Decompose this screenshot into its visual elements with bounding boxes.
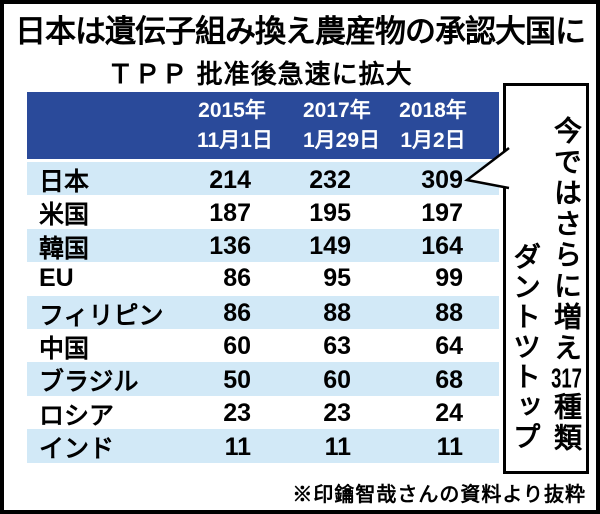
page-subtitle: ＴＰＰ 批准後急速に拡大 [107,59,413,89]
header-date-2018: 2018年 1月2日 [367,96,499,155]
header-date-2017: 2017年 1月29日 [267,96,381,155]
header-date-line1: 2018年 [399,99,467,123]
table-row-philippines: フィリピン 86 88 88 [27,295,499,330]
value-2017: 60 [323,365,351,394]
country-label: インド [39,435,115,464]
value-2015: 50 [223,365,251,394]
value-2017: 195 [309,198,351,227]
value-2017: 11 [324,432,351,461]
value-2017: 23 [323,399,351,428]
value-2018: 24 [435,399,463,428]
page-title: 日本は遺伝子組み換え農産物の承認大国に [15,14,586,49]
source-note: ※印鑰智哉さんの資料より抜粋 [292,484,586,506]
table-row-japan: 日本 214 232 309 [27,162,499,196]
value-2018: 309 [421,165,463,194]
value-2015: 187 [209,198,251,227]
table-row-usa: 米国 187 195 197 [27,195,499,230]
value-2018: 88 [435,299,463,328]
header-date-line2: 1月29日 [303,128,381,152]
table-row-korea: 韓国 136 149 164 [27,228,499,263]
callout-number-317: 317 [551,364,582,392]
value-2018: 64 [435,332,463,361]
value-2017: 232 [309,165,351,194]
header-date-line2: 1月2日 [400,128,466,152]
value-2018: 197 [421,198,463,227]
table-row-india: インド 11 11 11 [27,429,499,464]
country-label: 中国 [39,334,90,363]
value-2018: 11 [436,432,463,461]
approval-table: 2015年 11月1日 2017年 1月29日 2018年 1月2日 日本 21… [27,92,499,463]
value-2018: 164 [421,232,463,261]
value-2017: 95 [323,264,351,293]
table-row-eu: EU 86 95 99 [27,262,499,295]
country-label: 日本 [39,168,90,196]
callout-box: 今ではさらに増え317種類 ダントツトップ [464,83,589,474]
country-label: ブラジル [39,368,139,397]
header-date-line1: 2017年 [303,99,371,123]
value-2017: 63 [323,332,351,361]
table-row-brazil: ブラジル 50 60 68 [27,362,499,397]
value-2015: 23 [223,399,251,428]
value-2015: 60 [223,332,251,361]
header-date-2015: 2015年 11月1日 [175,96,273,155]
callout-tail-pointer [464,147,510,190]
value-2015: 136 [209,232,251,261]
value-2017: 149 [309,232,351,261]
value-2018: 99 [435,264,463,293]
header-date-line2: 11月1日 [197,128,273,152]
value-2017: 88 [323,299,351,328]
country-label: ロシア [39,401,115,430]
value-2015: 214 [209,165,251,194]
callout-main-post: 種類 [551,392,582,454]
country-label: EU [39,264,74,293]
table-row-china: 中国 60 63 64 [27,329,499,363]
table-row-russia: ロシア 23 23 24 [27,396,499,430]
value-2015: 86 [223,299,251,328]
value-2015: 11 [224,432,251,461]
country-label: 米国 [39,201,90,230]
country-label: 韓国 [39,234,90,263]
value-2018: 68 [435,365,463,394]
header-date-line1: 2015年 [198,99,266,123]
table-header-row: 2015年 11月1日 2017年 1月29日 2018年 1月2日 [27,92,499,162]
value-2015: 86 [223,264,251,293]
country-label: フィリピン [39,301,164,330]
callout-main-pre: 今ではさらに増え [551,116,582,364]
callout-sub-text: ダントツトップ [510,242,541,452]
callout-main-text: 今ではさらに増え317種類 [551,116,582,454]
